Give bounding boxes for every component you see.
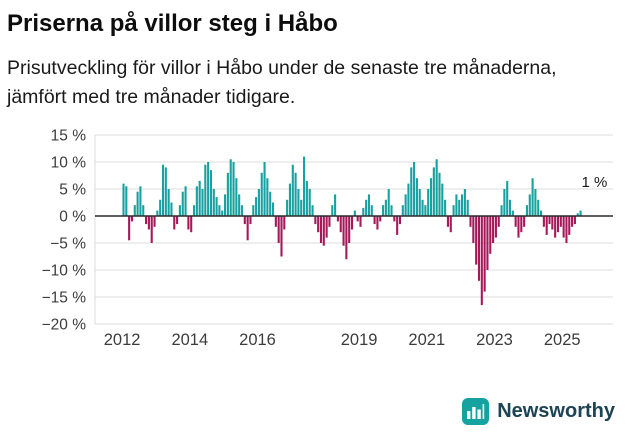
svg-text:2023: 2023: [476, 331, 513, 349]
chart-subtitle: Prisutveckling för villor i Håbo under d…: [7, 57, 557, 109]
svg-text:1 %: 1 %: [581, 173, 607, 190]
svg-text:2012: 2012: [104, 331, 141, 349]
svg-text:10 %: 10 %: [51, 154, 87, 171]
svg-text:2021: 2021: [408, 331, 445, 349]
svg-text:−5 %: −5 %: [50, 235, 86, 252]
newsworthy-logo-text[interactable]: Newsworthy: [497, 400, 615, 422]
svg-text:2019: 2019: [341, 331, 378, 349]
svg-text:−15 %: −15 %: [42, 289, 87, 306]
chart-title: Priserna på villor steg i Håbo: [7, 10, 338, 37]
svg-text:2014: 2014: [171, 331, 208, 349]
svg-text:15 %: 15 %: [51, 127, 87, 144]
bar-chart: 15 % 10 % 5 % 0 % −5 % −10 % −15 % −20 % 2012 201…: [7, 123, 621, 360]
newsworthy-logo-icon[interactable]: [462, 398, 490, 425]
svg-text:0 %: 0 %: [59, 208, 86, 225]
svg-text:2016: 2016: [239, 331, 276, 349]
chart-canvas: 15 % 10 % 5 % 0 % −5 % −10 % −15 % −20 % 2012 201…: [42, 127, 613, 349]
svg-text:2025: 2025: [544, 331, 581, 349]
svg-text:5 %: 5 %: [59, 181, 86, 198]
svg-text:−10 %: −10 %: [42, 262, 87, 279]
footer: Newsworthy: [7, 398, 621, 431]
svg-text:−20 %: −20 %: [42, 316, 87, 333]
